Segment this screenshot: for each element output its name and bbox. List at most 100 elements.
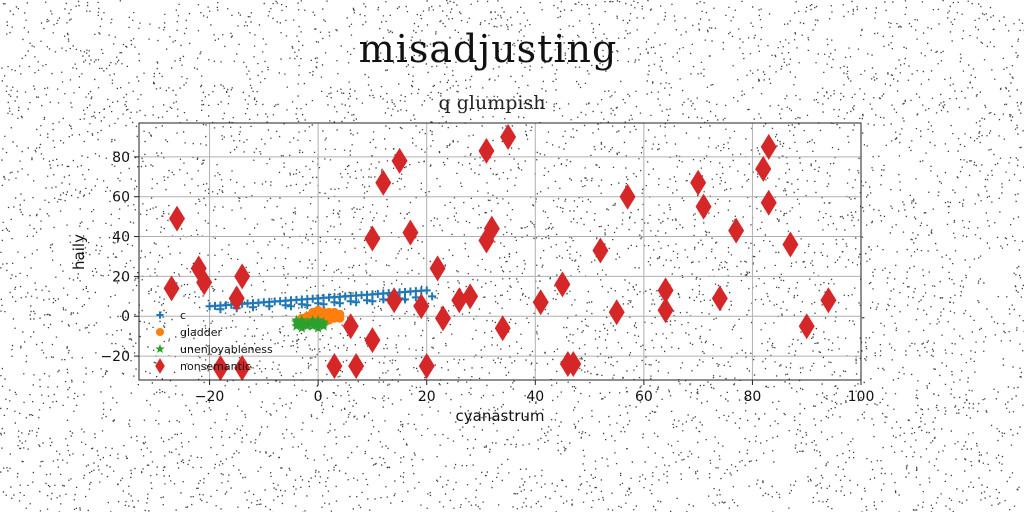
- point-c: [216, 305, 225, 314]
- point-nonsemantic: [798, 313, 815, 340]
- point-nonsemantic: [364, 225, 381, 252]
- point-gladder: [329, 307, 339, 317]
- legend-marker-nonsemantic: [155, 358, 165, 374]
- point-unenjoyableness: [296, 322, 308, 333]
- point-unenjoyableness: [307, 314, 318, 325]
- point-nonsemantic: [728, 217, 745, 244]
- point-c: [265, 302, 274, 311]
- point-nonsemantic: [500, 123, 517, 150]
- point-gladder: [308, 307, 318, 317]
- legend-item-nonsemantic: nonsemantic: [155, 358, 251, 374]
- point-nonsemantic: [820, 287, 837, 314]
- point-c: [422, 286, 431, 295]
- point-nonsemantic: [494, 315, 511, 342]
- legend-label: nonsemantic: [180, 360, 251, 373]
- point-c: [411, 293, 420, 302]
- point-nonsemantic: [212, 355, 229, 382]
- y-tick-label: 40: [112, 230, 130, 246]
- legend: c gladder unenjoyableness nonsemantic: [155, 309, 273, 374]
- y-tick-label: 80: [112, 150, 130, 166]
- point-nonsemantic: [532, 289, 549, 316]
- point-unenjoyableness: [291, 314, 302, 325]
- grid: [139, 123, 862, 380]
- point-nonsemantic: [711, 285, 728, 312]
- x-tick-label: 40: [526, 389, 544, 405]
- point-unenjoyableness: [312, 322, 324, 333]
- legend-marker-c: [156, 311, 164, 319]
- chart-title: misadjusting: [359, 27, 618, 71]
- point-nonsemantic: [619, 183, 636, 210]
- x-tick-label: −20: [195, 389, 225, 405]
- point-nonsemantic: [234, 263, 251, 290]
- point-nonsemantic: [169, 205, 185, 232]
- y-tick-label: −20: [100, 349, 130, 365]
- x-tick-label: 80: [744, 389, 762, 405]
- legend-label: c: [180, 309, 186, 322]
- point-nonsemantic: [690, 169, 707, 196]
- x-axis-label: cyanastrum: [456, 407, 545, 425]
- point-nonsemantic: [429, 255, 446, 282]
- point-nonsemantic: [565, 351, 582, 378]
- point-c: [401, 295, 409, 304]
- point-nonsemantic: [364, 327, 381, 354]
- series-unenjoyableness: [291, 314, 329, 333]
- point-nonsemantic: [348, 353, 365, 380]
- y-tick-label: 20: [112, 269, 130, 285]
- point-c: [335, 299, 344, 308]
- point-nonsemantic: [228, 285, 245, 312]
- y-axis-label: haily: [70, 234, 88, 270]
- point-nonsemantic: [451, 287, 468, 314]
- point-nonsemantic: [608, 299, 625, 326]
- x-tick-label: 60: [635, 389, 653, 405]
- legend-label: gladder: [180, 326, 223, 339]
- point-nonsemantic: [435, 305, 451, 332]
- point-nonsemantic: [755, 155, 772, 182]
- point-nonsemantic: [386, 287, 403, 314]
- point-nonsemantic: [342, 313, 359, 340]
- legend-marker-unenjoyableness: [155, 344, 165, 353]
- y-tick-label: 60: [112, 190, 130, 206]
- point-unenjoyableness: [318, 320, 329, 331]
- point-unenjoyableness: [307, 320, 318, 331]
- legend-item-gladder: gladder: [155, 326, 223, 339]
- legend-item-unenjoyableness: unenjoyableness: [155, 343, 273, 356]
- point-c: [303, 301, 312, 310]
- point-c: [287, 302, 295, 311]
- point-gladder: [319, 309, 329, 319]
- y-tick-label: 0: [121, 309, 130, 325]
- point-nonsemantic: [695, 193, 712, 220]
- point-nonsemantic: [326, 353, 343, 380]
- x-tick-label: 0: [314, 389, 323, 405]
- point-nonsemantic: [196, 269, 213, 296]
- point-nonsemantic: [375, 169, 392, 196]
- series-c: [205, 286, 437, 314]
- series-nonsemantic: [163, 123, 837, 382]
- point-nonsemantic: [782, 231, 799, 258]
- point-unenjoyableness: [291, 320, 302, 331]
- point-nonsemantic: [234, 355, 251, 382]
- point-unenjoyableness: [302, 320, 313, 331]
- point-c: [368, 297, 377, 306]
- x-tick-label: 20: [418, 389, 436, 405]
- point-c: [428, 292, 437, 301]
- point-nonsemantic: [657, 297, 674, 324]
- point-gladder: [335, 313, 345, 323]
- point-nonsemantic: [760, 189, 777, 216]
- point-nonsemantic: [478, 137, 495, 164]
- legend-marker-gladder: [155, 327, 165, 337]
- plot-area-frame: [138, 122, 862, 381]
- point-nonsemantic: [554, 271, 571, 298]
- data-series: [163, 123, 837, 382]
- point-nonsemantic: [592, 237, 609, 264]
- point-nonsemantic: [402, 219, 419, 246]
- point-nonsemantic: [391, 147, 408, 174]
- point-nonsemantic: [163, 275, 180, 302]
- point-c: [352, 298, 361, 307]
- point-nonsemantic: [418, 353, 435, 380]
- x-tick-label: 100: [848, 389, 875, 405]
- axis-ticks: −20 0 20 40 60 80 100 −20 0 20 40 60 80: [100, 150, 874, 405]
- chart-subtitle: q glumpish: [439, 92, 546, 114]
